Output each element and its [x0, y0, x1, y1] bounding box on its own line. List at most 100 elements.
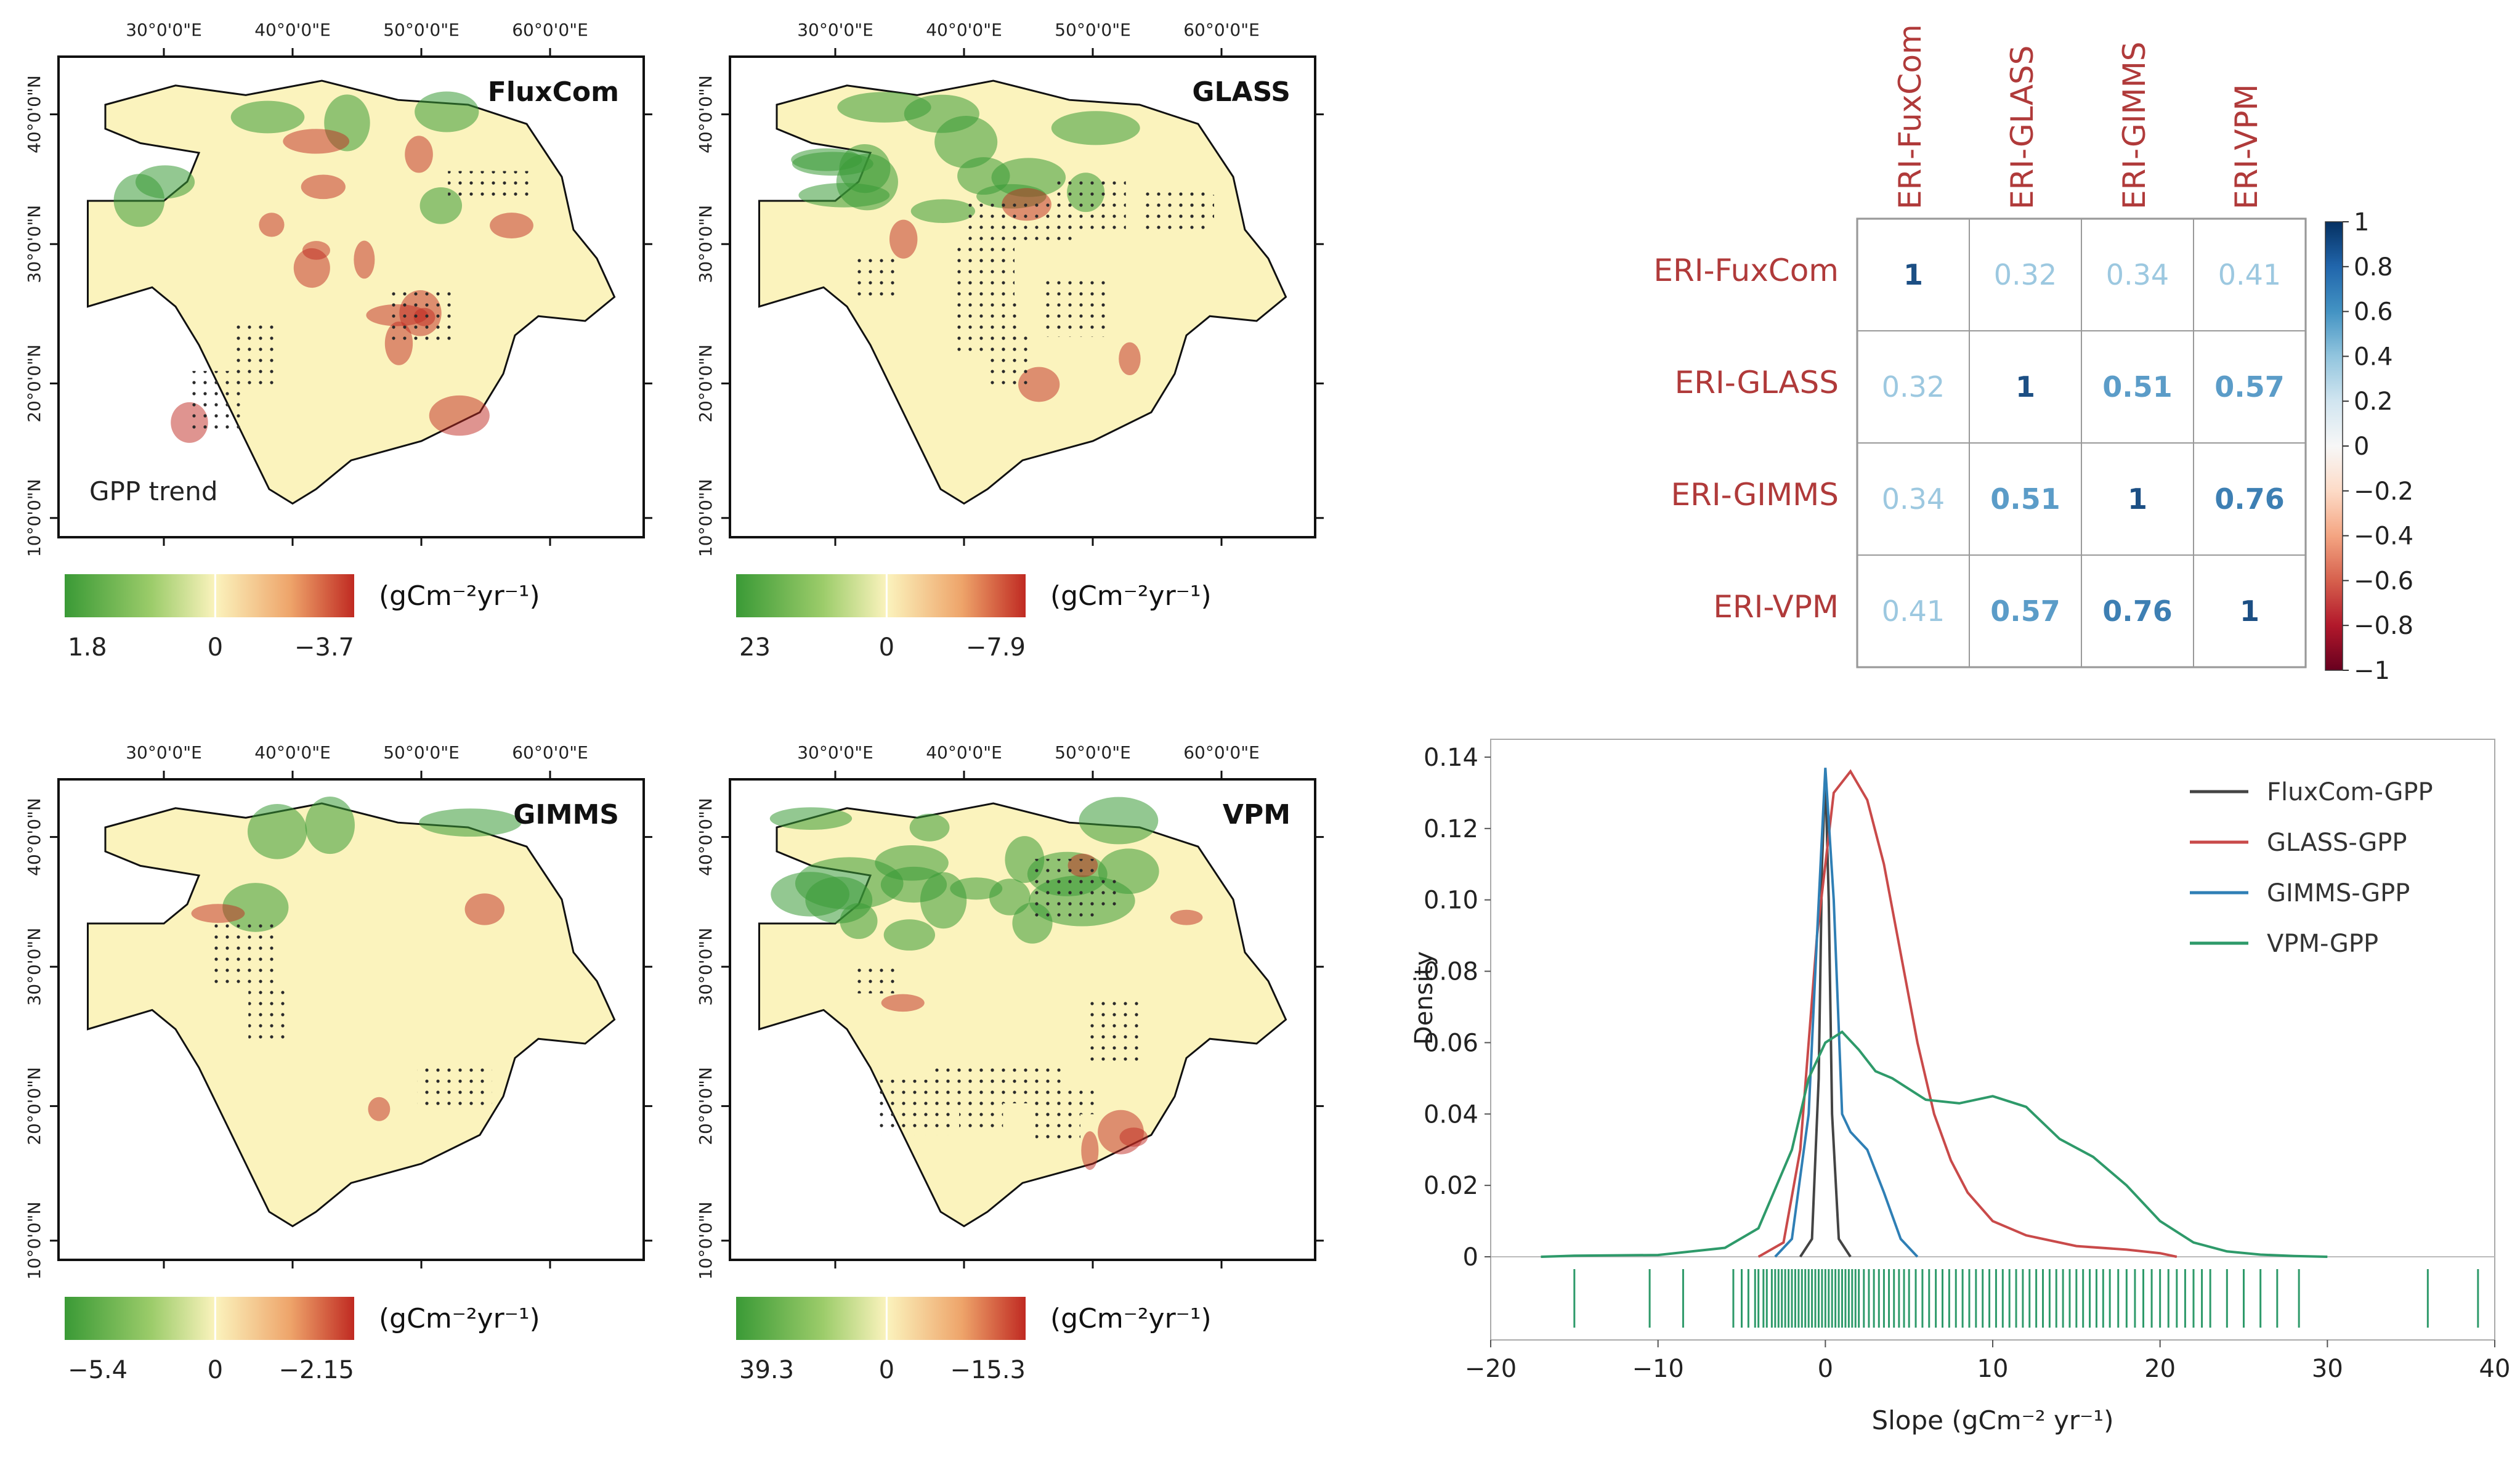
lat-tick-label: 40°0'0"N	[695, 75, 716, 153]
map-panel-gimms: 30°0'0"E 40°0'0"E 50°0'0"E 60°0'0"E 40°0'0"N…	[24, 742, 652, 1384]
row-label: ERI-GLASS	[1675, 365, 1839, 400]
matrix-value: 0.32	[1882, 370, 1945, 404]
negative-trend-area	[881, 994, 925, 1012]
significance-stipple	[248, 989, 286, 1039]
lat-tick-label: 40°0'0"N	[24, 798, 44, 876]
significance-stipple	[448, 171, 533, 200]
significance-stipple	[856, 968, 896, 994]
density-plot: 0 0.02 0.04 0.06 0.08 0.10 0.12 0.14 −20 −10 0 10 20…	[1410, 739, 2510, 1435]
lat-tick-label: 20°0'0"N	[695, 1067, 716, 1145]
density-series-vpm-gpp	[1541, 1030, 2328, 1258]
negative-trend-area	[1119, 342, 1141, 375]
significance-stipple	[1153, 195, 1215, 225]
lon-tick-label: 50°0'0"E	[1055, 742, 1131, 763]
colorbar-tick-label: −0.8	[2354, 612, 2413, 640]
map-note: GPP trend	[89, 476, 217, 506]
negative-trend-area	[259, 213, 285, 237]
map-panel-vpm: 30°0'0"E 40°0'0"E 50°0'0"E 60°0'0"E 40°0'0"N…	[695, 742, 1324, 1384]
land-area	[758, 802, 1287, 1228]
positive-trend-area	[222, 883, 289, 932]
significance-stipple	[996, 201, 1075, 243]
positive-trend-area	[795, 857, 904, 910]
lat-tick-label: 30°0'0"N	[24, 205, 44, 283]
positive-trend-area	[415, 91, 479, 132]
colorbar-tick-label: 0.4	[2354, 343, 2393, 371]
legend-label: FluxCom-GPP	[2267, 778, 2433, 806]
x-tick-label: 30	[2312, 1355, 2343, 1383]
y-tick-label: 0.06	[1424, 1029, 1478, 1057]
gpp-trend-maps: 30°0'0"E 40°0'0"E 50°0'0"E 60°0'0"E 40°0'0"N…	[24, 20, 1324, 1384]
lon-tick-label: 50°0'0"E	[383, 742, 460, 763]
positive-trend-area	[910, 199, 976, 223]
colorbar-tick-label: −0.4	[2354, 522, 2413, 551]
y-tick-label: 0.04	[1424, 1100, 1478, 1129]
significance-stipple	[1085, 997, 1146, 1063]
positive-trend-area	[305, 796, 355, 854]
significance-stipple	[209, 923, 279, 988]
legend-label: GLASS-GPP	[2267, 829, 2407, 857]
negative-trend-area	[405, 136, 433, 173]
lat-tick-label: 20°0'0"N	[24, 1067, 44, 1145]
significance-stipple	[950, 247, 1015, 301]
y-tick-label: 0.12	[1424, 815, 1478, 843]
map-title: GLASS	[1192, 76, 1290, 108]
lon-tick-label: 50°0'0"E	[1055, 20, 1131, 40]
positive-trend-area	[1051, 111, 1140, 145]
legend-mid: 0	[208, 633, 223, 662]
positive-trend-area	[419, 808, 522, 837]
colorbar-tick-label: 0.2	[2354, 388, 2393, 416]
x-axis-label: Slope (gCm⁻² yr⁻¹)	[1871, 1405, 2113, 1435]
x-tick-label: 10	[1977, 1355, 2009, 1383]
row-label: ERI-GIMMS	[1671, 477, 1839, 513]
significance-stipple	[850, 256, 896, 299]
significance-stipple	[387, 285, 455, 346]
matrix-value: 0.34	[2106, 258, 2169, 291]
row-label: ERI-VPM	[1713, 589, 1839, 625]
colorbar-tick-label: −1	[2354, 657, 2390, 685]
y-tick-label: 0	[1463, 1243, 1478, 1272]
col-label: ERI-GIMMS	[2117, 42, 2152, 209]
lat-tick-label: 40°0'0"N	[695, 798, 716, 876]
positive-trend-area	[950, 877, 1003, 900]
legend-mid: 0	[879, 1356, 894, 1384]
negative-trend-area	[429, 395, 490, 436]
lon-tick-label: 30°0'0"E	[126, 20, 202, 40]
legend-unit: (gCm⁻²yr⁻¹)	[1050, 580, 1212, 612]
legend-colorbar	[65, 1297, 354, 1340]
negative-trend-area	[1081, 1131, 1099, 1171]
map-title: VPM	[1223, 799, 1290, 830]
matrix-value: 0.51	[2102, 370, 2173, 404]
lat-tick-label: 10°0'0"N	[24, 1201, 44, 1280]
map-title: FluxCom	[488, 76, 619, 108]
matrix-value: 0.57	[1990, 595, 2060, 628]
density-series-gimms-gpp	[1774, 768, 1919, 1258]
lon-tick-label: 30°0'0"E	[797, 20, 873, 40]
significance-stipple	[1045, 276, 1108, 337]
matrix-value: 0.41	[2218, 258, 2281, 291]
lon-tick-label: 40°0'0"E	[254, 20, 331, 40]
lon-tick-label: 30°0'0"E	[797, 742, 873, 763]
matrix-cell	[2193, 554, 2306, 668]
matrix-value: 1	[2016, 370, 2035, 404]
legend-unit: (gCm⁻²yr⁻¹)	[1050, 1303, 1212, 1334]
map-panel-fluxcom: 30°0'0"E 40°0'0"E 50°0'0"E 60°0'0"E 40°0'0"N…	[24, 20, 652, 662]
lat-tick-label: 10°0'0"N	[24, 479, 44, 557]
lat-tick-label: 40°0'0"N	[24, 75, 44, 153]
positive-trend-area	[247, 804, 307, 859]
y-axis-label: Density	[1410, 951, 1438, 1045]
col-label: ERI-FuxCom	[1892, 24, 1928, 209]
matrix-value: 0.32	[1994, 258, 2057, 291]
negative-trend-area	[368, 1097, 391, 1121]
matrix-value: 1	[2128, 482, 2147, 516]
legend-max: −7.9	[966, 633, 1026, 662]
y-tick-label: 0.02	[1424, 1172, 1478, 1200]
matrix-value: 1	[2240, 595, 2259, 628]
negative-trend-area	[464, 893, 505, 925]
colorbar-tick-label: 0.8	[2354, 253, 2393, 282]
significance-stipple	[417, 1061, 492, 1112]
legend-mid: 0	[208, 1356, 223, 1384]
legend-max: −2.15	[278, 1356, 354, 1384]
row-label: ERI-FuxCom	[1653, 253, 1839, 288]
legend-label: GIMMS-GPP	[2267, 879, 2410, 907]
legend-min: 39.3	[739, 1356, 794, 1384]
